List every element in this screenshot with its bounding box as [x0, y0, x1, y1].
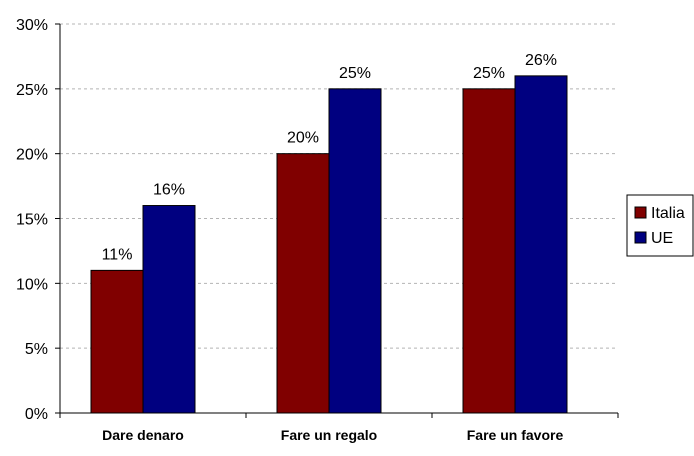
x-category-label: Fare un regalo: [281, 427, 377, 443]
bar-ue: [514, 75, 568, 414]
legend-box: [626, 194, 694, 257]
y-tick-label: 10%: [16, 276, 48, 293]
y-tick-label: 0%: [25, 406, 48, 423]
legend-swatch-ue: [634, 231, 647, 244]
legend-label-ue: UE: [651, 230, 673, 247]
y-tick-label: 30%: [16, 17, 48, 34]
bar-ue: [142, 205, 196, 414]
data-label: 25%: [473, 65, 505, 82]
y-tick-label: 25%: [16, 82, 48, 99]
data-label: 16%: [153, 182, 185, 199]
y-tick-label: 15%: [16, 212, 48, 229]
data-label: 26%: [525, 52, 557, 69]
x-category-label: Dare denaro: [102, 427, 184, 443]
y-tick-label: 20%: [16, 147, 48, 164]
legend-label-italia: Italia: [651, 205, 685, 222]
bars: [90, 75, 568, 414]
x-axis: Dare denaro Fare un regalo Fare un favore: [59, 412, 619, 443]
legend-swatch-italia: [634, 206, 647, 219]
x-category-label: Fare un favore: [467, 427, 564, 443]
bar-italia: [462, 88, 516, 414]
data-label: 20%: [287, 130, 319, 147]
data-labels: 11% 16% 20% 25% 25% 26%: [102, 52, 557, 264]
data-label: 11%: [102, 246, 133, 263]
y-tick-label: 5%: [25, 341, 48, 358]
data-label: 25%: [339, 65, 371, 82]
bar-italia: [276, 153, 330, 414]
bar-italia: [90, 269, 144, 414]
legend: Italia UE: [626, 194, 694, 257]
bar-ue: [328, 88, 382, 414]
y-axis: 0% 5% 10% 15% 20% 25% 30%: [16, 17, 61, 423]
